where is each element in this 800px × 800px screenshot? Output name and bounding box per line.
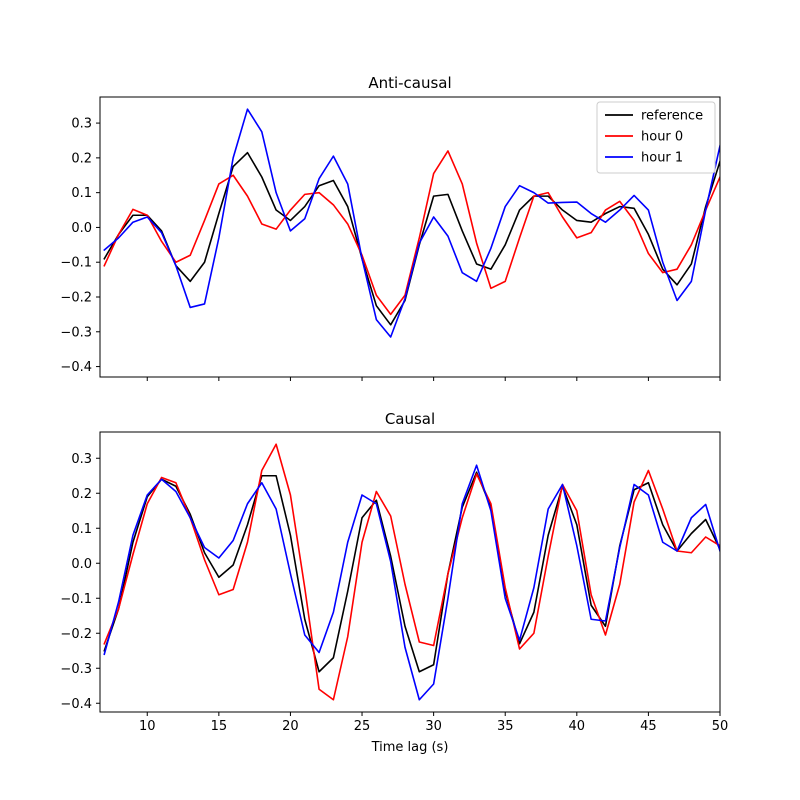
- anti-causal-ytick-label: 0.1: [71, 186, 92, 201]
- causal-xtick-label: 35: [497, 719, 514, 734]
- causal-series-hour-1: [103, 464, 720, 701]
- causal-xtick-label: 20: [282, 719, 299, 734]
- causal-xtick-label: 50: [712, 719, 729, 734]
- anti-causal-ytick-label: −0.1: [60, 256, 92, 271]
- legend-label-hour-1: hour 1: [641, 151, 683, 166]
- anti-causal-ytick-label: −0.4: [60, 360, 92, 375]
- causal-axes-frame: [99, 431, 721, 713]
- causal-ytick-label: 0.1: [71, 522, 92, 537]
- causal-xtick-label: 45: [640, 719, 657, 734]
- anti-causal-ytick-label: 0.0: [71, 221, 92, 236]
- legend-label-hour-0: hour 0: [641, 130, 683, 145]
- causal-ytick-label: −0.4: [60, 697, 92, 712]
- legend-label-reference: reference: [641, 109, 703, 124]
- causal-series-hour-0: [103, 443, 720, 701]
- causal-subplot: Causal 10 15 20 25 30 35 40 45 50 −0.4 −0.3 −0.2 −0.…: [60, 410, 728, 755]
- causal-ytick-label: −0.2: [60, 627, 92, 642]
- anti-causal-axes-frame: [99, 96, 721, 378]
- causal-ytick-label: 0.3: [71, 452, 92, 467]
- causal-xtick-label: 30: [425, 719, 442, 734]
- legend: reference hour 0 hour 1: [596, 101, 716, 174]
- anti-causal-ytick-label: 0.3: [71, 117, 92, 132]
- anti-causal-series: [103, 108, 720, 338]
- causal-ytick-label: 0.0: [71, 557, 92, 572]
- causal-xtick-label: 40: [569, 719, 586, 734]
- anti-causal-series-hour-0: [103, 150, 720, 316]
- x-axis-label: Time lag (s): [371, 740, 449, 755]
- causal-series: [103, 443, 720, 701]
- anti-causal-ytick-label: −0.3: [60, 325, 92, 340]
- causal-xtick-label: 10: [139, 719, 156, 734]
- anti-causal-title: Anti-causal: [368, 74, 451, 92]
- causal-ticks: 10 15 20 25 30 35 40 45 50 −0.4 −0.3 −0.2 −0.1 0.0 0.1…: [60, 452, 728, 734]
- causal-ytick-label: −0.1: [60, 592, 92, 607]
- causal-ytick-label: −0.3: [60, 662, 92, 677]
- causal-title: Causal: [385, 410, 435, 428]
- legend-frame: [596, 101, 716, 174]
- anti-causal-ytick-label: 0.2: [71, 151, 92, 166]
- anti-causal-ytick-label: −0.2: [60, 291, 92, 306]
- causal-ytick-label: 0.2: [71, 487, 92, 502]
- causal-xtick-label: 15: [211, 719, 228, 734]
- anti-causal-ticks: −0.4 −0.3 −0.2 −0.1 0.0 0.1 0.2 0.3: [60, 117, 721, 381]
- anti-causal-series-hour-1: [103, 108, 720, 338]
- causal-xtick-label: 25: [354, 719, 371, 734]
- anti-causal-subplot: Anti-causal −0.4 −0.3 −0.2 −0.1 0.0 0.1 0.2 0.3…: [60, 74, 721, 381]
